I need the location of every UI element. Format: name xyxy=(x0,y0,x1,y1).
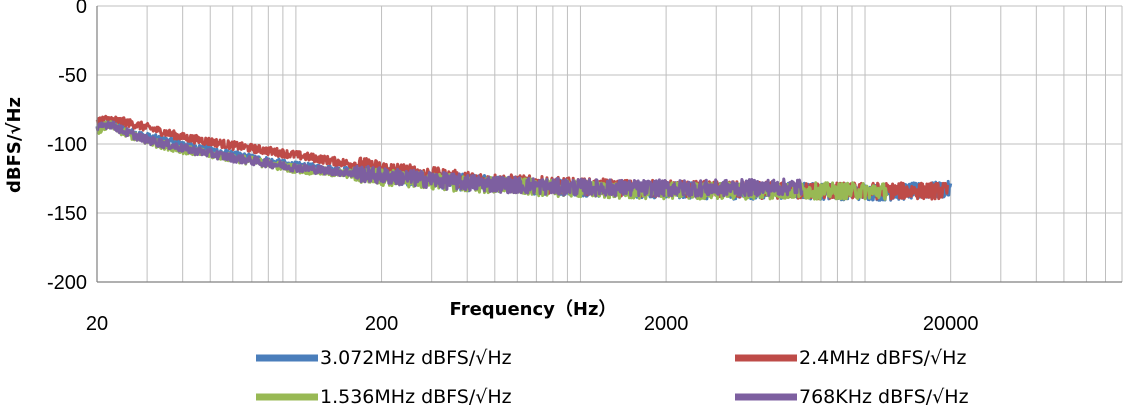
y-tick-label: 0 xyxy=(76,0,87,18)
legend-label: 768KHz dBFS/√Hz xyxy=(799,386,969,408)
legend-item: 768KHz dBFS/√Hz xyxy=(735,386,969,408)
legend-item: 3.072MHz dBFS/√Hz xyxy=(256,347,512,369)
ticks: 0 -50 -100 -150 -200 20 200 2000 20000 xyxy=(47,0,979,335)
legend-label: 1.536MHz dBFS/√Hz xyxy=(320,386,512,408)
series-layer xyxy=(95,114,953,202)
x-tick-label: 200 xyxy=(365,313,398,335)
legend-label: 3.072MHz dBFS/√Hz xyxy=(320,347,512,369)
x-tick-label: 20 xyxy=(86,313,108,335)
y-tick-label: -100 xyxy=(47,134,87,156)
y-axis-title: dBFS/√Hz xyxy=(4,97,25,193)
legend-item: 2.4MHz dBFS/√Hz xyxy=(735,347,966,369)
axes xyxy=(96,6,1122,283)
y-tick-label: -50 xyxy=(58,65,87,87)
grid xyxy=(96,5,1123,283)
x-axis-title: Frequency（Hz） xyxy=(450,299,617,320)
y-tick-label: -200 xyxy=(47,272,87,294)
x-tick-label: 20000 xyxy=(923,313,979,335)
legend-item: 1.536MHz dBFS/√Hz xyxy=(256,386,512,408)
y-tick-label: -150 xyxy=(47,203,87,225)
legend-label: 2.4MHz dBFS/√Hz xyxy=(799,347,966,369)
x-tick-label: 2000 xyxy=(644,313,689,335)
legend: 3.072MHz dBFS/√Hz 2.4MHz dBFS/√Hz 1.536MHz… xyxy=(256,347,969,408)
series-line-4 xyxy=(95,120,804,198)
